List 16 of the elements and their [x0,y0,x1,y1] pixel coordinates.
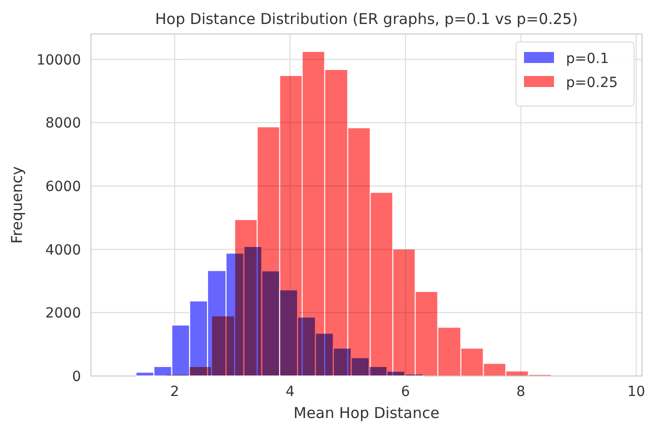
x-tick-label: 10 [627,384,646,400]
x-tick-label: 4 [286,384,295,400]
x-axis-title: Mean Hop Distance [294,404,440,422]
y-tick-label: 4000 [45,242,81,258]
y-axis-title: Frequency [8,166,26,244]
y-tick-label: 0 [72,369,81,385]
y-tick-label: 2000 [45,306,81,322]
x-tick-label: 8 [516,384,526,400]
legend-label: p=0.1 [566,51,609,67]
x-tick-label: 6 [400,384,410,400]
legend-label: p=0.25 [566,75,618,91]
y-tick-label: 8000 [45,116,81,132]
y-tick-label: 10000 [36,52,81,68]
chart-title: Hop Distance Distribution (ER graphs, p=0.1 vs p=0.25) [155,10,578,28]
y-tick-label: 6000 [45,179,81,195]
x-tick-label: 2 [170,384,180,400]
